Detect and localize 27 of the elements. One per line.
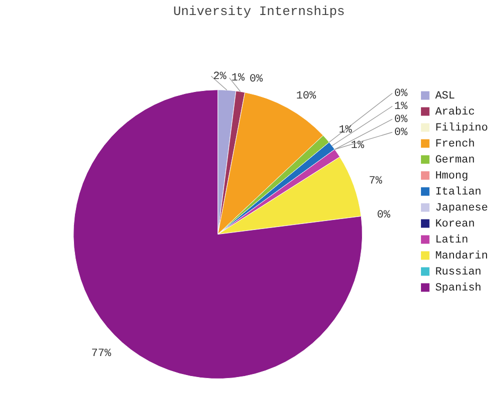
text: 0%	[394, 114, 408, 126]
data-label: 1%	[338, 124, 352, 136]
legend-label: German	[435, 154, 475, 166]
data-label: 7%	[368, 176, 383, 188]
legend-label: ASL	[435, 90, 456, 102]
data-label: 1%	[394, 101, 408, 114]
legend-label: Spanish	[435, 282, 482, 294]
text: 0%	[250, 74, 263, 86]
text: 0%	[394, 88, 408, 100]
data-label: 77%	[91, 348, 112, 360]
legend-label: Mandarin	[435, 250, 488, 262]
legend-label: French	[435, 138, 475, 150]
data-label: 10%	[296, 90, 316, 102]
text: 0%	[377, 209, 390, 222]
legend-label: Arabic	[435, 106, 475, 118]
legend-label: Korean	[435, 218, 475, 230]
legend-label: Hmong	[435, 170, 468, 182]
legend-label: Italian	[435, 186, 482, 198]
chart-title: University Internships	[173, 4, 345, 20]
data-label: 1%	[350, 140, 364, 152]
data-label: 1%	[231, 72, 245, 85]
legend-label: Filipino	[435, 122, 488, 134]
text: 0%	[394, 127, 408, 140]
data-label: 2%	[213, 71, 227, 84]
legend-label: Japanese	[435, 202, 488, 214]
legend-label: Latin	[435, 234, 468, 246]
legend-label: Russian	[435, 266, 482, 278]
